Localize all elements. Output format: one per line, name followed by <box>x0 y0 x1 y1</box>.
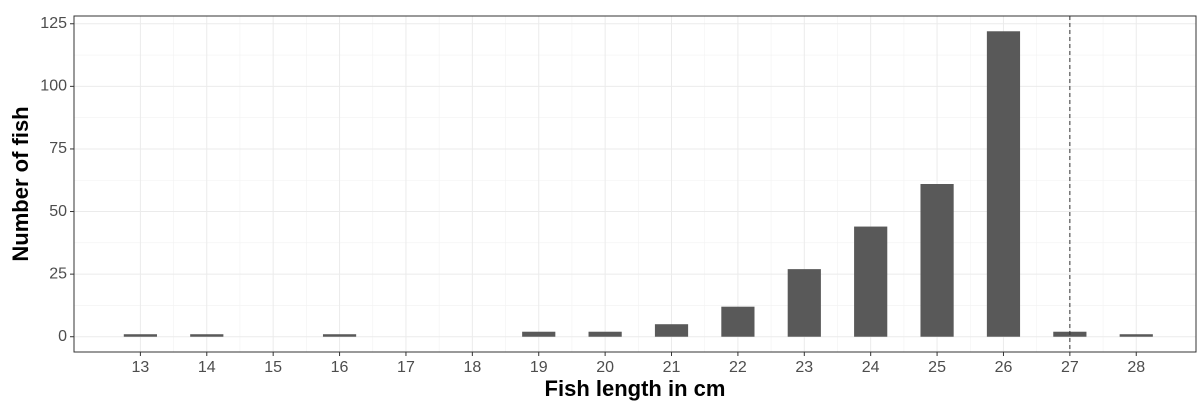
y-tick-label: 100 <box>40 78 67 95</box>
x-tick-label: 14 <box>198 359 216 376</box>
x-tick-label: 20 <box>596 359 614 376</box>
bar <box>322 334 357 337</box>
bar <box>854 226 888 337</box>
bar <box>787 269 821 337</box>
x-tick-label: 19 <box>530 359 548 376</box>
y-axis-title: Number of fish <box>8 106 33 261</box>
bar <box>654 324 689 337</box>
bar <box>123 334 157 337</box>
x-tick-label: 22 <box>729 359 747 376</box>
bar <box>986 31 1021 337</box>
x-axis-title: Fish length in cm <box>545 376 726 401</box>
x-tick-label: 16 <box>331 359 349 376</box>
x-tick-label: 17 <box>397 359 415 376</box>
bar <box>1119 334 1153 337</box>
y-tick-label: 25 <box>49 265 67 282</box>
x-tick-label: 24 <box>862 359 880 376</box>
y-tick-label: 50 <box>49 203 67 220</box>
y-tick-label: 125 <box>40 15 67 32</box>
panel-border <box>73 15 1197 353</box>
x-tick-label: 23 <box>795 359 813 376</box>
y-tick-label: 75 <box>49 140 67 157</box>
x-tick-label: 27 <box>1061 359 1079 376</box>
bar <box>522 331 556 337</box>
x-tick-label: 28 <box>1127 359 1145 376</box>
bar <box>588 331 622 337</box>
y-tick-label: 0 <box>58 328 67 345</box>
bar <box>721 306 755 337</box>
x-tick-label: 25 <box>928 359 946 376</box>
x-tick-label: 21 <box>663 359 681 376</box>
x-tick-label: 13 <box>131 359 149 376</box>
x-tick-label: 15 <box>264 359 282 376</box>
x-tick-label: 26 <box>995 359 1013 376</box>
bar <box>920 184 954 337</box>
x-tick-label: 18 <box>463 359 481 376</box>
bar <box>190 334 224 337</box>
